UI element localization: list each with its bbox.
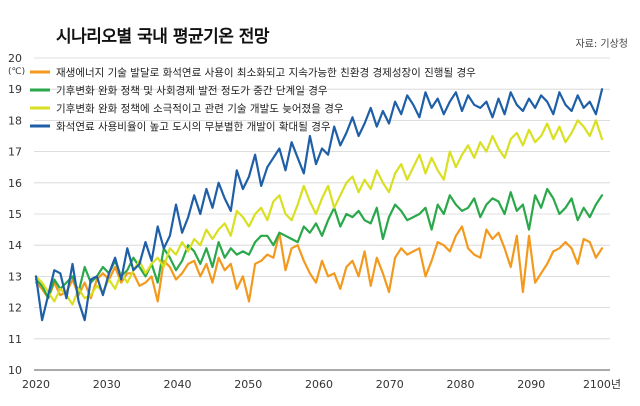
legend-label: 화석연료 사용비율이 높고 도시의 무분별한 개발이 확대될 경우	[56, 120, 331, 133]
y-tick-label: 20	[8, 52, 22, 65]
chart-title: 시나리오별 국내 평균기온 전망	[56, 27, 270, 47]
series-line	[34, 187, 604, 300]
x-tick-label: 2020	[22, 378, 50, 391]
legend-label: 기후변화 완화 정책 및 사회경제 발전 정도가 중간 단계일 경우	[56, 84, 328, 97]
legend-label: 기후변화 완화 정책에 소극적이고 관련 기술 개발도 늦어졌을 경우	[56, 102, 344, 115]
y-tick-label: 17	[8, 146, 22, 159]
y-tick-label: 14	[8, 239, 22, 252]
x-tick-label: 2080	[447, 378, 475, 391]
y-tick-label: 16	[8, 177, 22, 190]
y-tick-label: 18	[8, 114, 22, 127]
legend: 재생에너지 기술 발달로 화석연료 사용이 최소화되고 지속가능한 친환경 경제…	[30, 66, 476, 133]
y-tick-label: 12	[8, 302, 22, 315]
source-note: 자료: 기상청	[575, 39, 628, 50]
y-unit-label: (℃)	[8, 67, 25, 77]
legend-label: 재생에너지 기술 발달로 화석연료 사용이 최소화되고 지속가능한 친환경 경제…	[56, 66, 476, 79]
x-tick-label: 2040	[164, 378, 192, 391]
y-tick-label: 19	[8, 83, 22, 96]
series-line	[34, 88, 604, 322]
x-tick-label: 2050	[234, 378, 262, 391]
y-tick-label: 11	[8, 333, 22, 346]
series-line	[34, 119, 604, 306]
x-tick-label: 2100년	[583, 378, 621, 391]
y-tick-label: 10	[8, 364, 22, 377]
y-tick-label: 13	[8, 270, 22, 283]
x-tick-label: 2090	[517, 378, 545, 391]
grid-lines	[34, 57, 610, 340]
x-tick-label: 2070	[376, 378, 404, 391]
x-tick-label: 2060	[305, 378, 333, 391]
series-lines	[34, 88, 604, 322]
series-line	[34, 225, 604, 303]
y-tick-label: 15	[8, 208, 22, 221]
axes: 11 12 13 14 15 16 17 18 19 20 10 (℃) 2020 2030 2040 205…	[8, 52, 621, 391]
x-tick-label: 2030	[93, 378, 121, 391]
